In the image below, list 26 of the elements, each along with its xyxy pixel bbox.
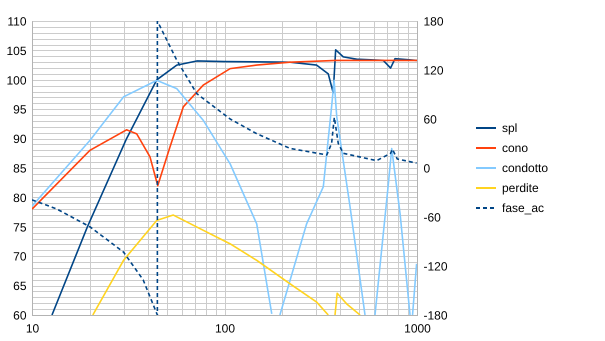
legend-label: cono	[502, 141, 528, 155]
y2-tick-label: 0	[424, 162, 430, 176]
y2-tick-label: -60	[424, 210, 442, 224]
x-tick-label: 1000	[404, 322, 432, 336]
y-tick-label: 110	[7, 14, 27, 28]
y2-tick-label: 60	[424, 112, 438, 126]
y2-tick-label: 120	[424, 64, 444, 78]
legend-label: condotto	[502, 161, 548, 175]
legend-label: fase_ac	[502, 201, 544, 215]
y-tick-label: 85	[13, 162, 27, 176]
legend-label: spl	[502, 121, 518, 135]
y-tick-label: 75	[13, 220, 27, 234]
y2-tick-label: -180	[424, 308, 448, 322]
y-tick-label: 90	[13, 132, 27, 146]
x-tick-label: 100	[214, 322, 236, 336]
y-tick-label: 80	[13, 190, 27, 205]
y2-tick-label: -120	[424, 260, 448, 274]
y-tick-label: 65	[13, 279, 27, 294]
y-tick-label: 105	[6, 44, 27, 58]
y-tick-label: 70	[13, 250, 27, 264]
y-tick-label: 100	[6, 73, 27, 88]
y-tick-label: 60	[13, 308, 27, 322]
legend-label: perdite	[502, 181, 540, 195]
y2-tick-label: 180	[424, 14, 444, 28]
y-tick-label: 95	[13, 102, 27, 117]
x-tick-label: 10	[26, 322, 40, 336]
